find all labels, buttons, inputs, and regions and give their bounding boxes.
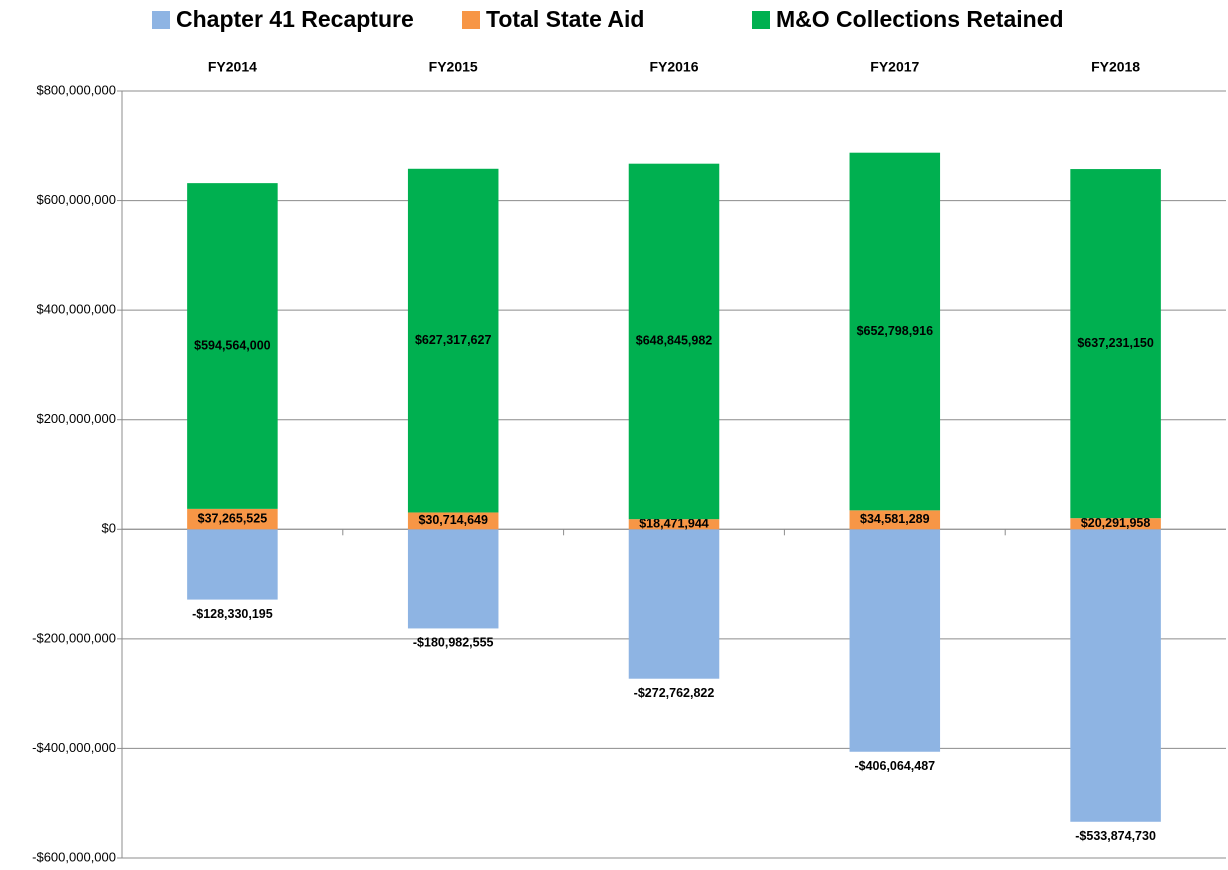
legend-swatch (152, 11, 170, 29)
bar-segment (187, 183, 278, 509)
bar-segment (407, 512, 499, 530)
y-tick-label: $400,000,000 (36, 302, 116, 317)
bar-segment (628, 519, 720, 530)
x-tick-label: FY2016 (649, 59, 698, 75)
data-label: $594,564,000 (194, 338, 271, 352)
bar-segment (1070, 518, 1161, 530)
y-tick-label: -$600,000,000 (32, 849, 116, 864)
bar-segment (628, 529, 720, 679)
data-label: -$272,762,822 (634, 686, 715, 700)
y-tick-label: $0 (102, 521, 116, 536)
bar-segment (407, 168, 499, 513)
data-label: $637,231,150 (1077, 336, 1154, 350)
bar-segment (849, 510, 941, 530)
data-label: $37,265,525 (198, 511, 268, 525)
bar-segment (407, 529, 499, 629)
y-tick-label: -$200,000,000 (32, 630, 116, 645)
x-tick-label: FY2018 (1091, 59, 1140, 75)
legend-label: M&O Collections Retained (776, 6, 1064, 32)
data-label: $652,798,916 (857, 324, 934, 338)
bar-segment (187, 529, 278, 600)
legend-label: Total State Aid (486, 6, 644, 32)
y-tick-label: -$400,000,000 (32, 740, 116, 755)
bar-segment (1070, 169, 1161, 519)
data-label: -$128,330,195 (192, 607, 273, 621)
data-label: -$533,874,730 (1075, 829, 1156, 843)
data-label: -$180,982,555 (413, 636, 494, 650)
x-tick-label: FY2014 (208, 59, 257, 75)
y-tick-label: $200,000,000 (36, 411, 116, 426)
bar-segment (849, 529, 941, 752)
data-label: $627,317,627 (415, 333, 492, 347)
bar-segment (1070, 529, 1161, 822)
data-label: $30,714,649 (418, 513, 488, 527)
legend-label: Chapter 41 Recapture (176, 6, 414, 32)
y-tick-label: $600,000,000 (36, 192, 116, 207)
x-tick-label: FY2017 (870, 59, 919, 75)
legend-swatch (752, 11, 770, 29)
data-label: $18,471,944 (639, 517, 709, 531)
data-label: $20,291,958 (1081, 516, 1151, 530)
bar-segment (187, 508, 278, 530)
bar-segment (628, 163, 720, 520)
x-tick-label: FY2015 (429, 59, 478, 75)
data-label: $34,581,289 (860, 512, 930, 526)
legend-swatch (462, 11, 480, 29)
y-tick-label: $800,000,000 (36, 82, 116, 97)
data-label: -$406,064,487 (854, 759, 935, 773)
data-label: $648,845,982 (636, 334, 713, 348)
bar-segment (849, 152, 941, 511)
